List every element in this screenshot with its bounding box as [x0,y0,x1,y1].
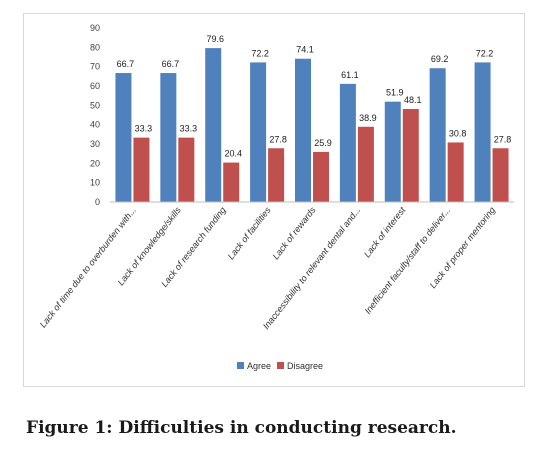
data-label: 48.1 [404,95,422,105]
bar-disagree [447,142,464,202]
bar-agree [429,68,446,202]
y-tick-label: 90 [90,23,100,33]
bar-disagree [313,151,329,202]
y-tick-label: 70 [90,62,100,72]
y-tick-label: 40 [90,120,100,130]
data-label: 25.9 [314,138,332,148]
legend-swatch [237,362,244,369]
data-label: 38.9 [359,113,377,123]
bar-disagree [268,148,285,202]
data-label: 61.1 [341,70,359,80]
category-labels: Lack of time due to overburden with... La… [38,205,497,331]
figure-caption: Figure 1: Difficulties in conducting res… [26,418,457,438]
data-label: 27.8 [494,134,512,144]
bar-chart: 0 10 20 30 40 50 60 70 80 90 66.7 66.7 79.6 72.2 74.1… [38,23,514,371]
bar-disagree [133,137,150,202]
data-label: 72.2 [476,48,494,58]
y-tick-label: 30 [90,139,100,149]
y-tick-label: 50 [90,100,100,110]
category-label: Inefficient faculty/staff to deliver... [363,205,453,316]
y-tick-label: 60 [90,81,100,91]
bar-agree [295,58,311,202]
legend-swatch [277,362,284,369]
data-label: 27.8 [269,134,287,144]
bar-agree [115,73,132,202]
data-label: 33.3 [180,124,198,134]
chart-frame: 0 10 20 30 40 50 60 70 80 90 66.7 66.7 79.6 72.2 74.1… [23,13,525,387]
bar-disagree [223,162,240,202]
bars [115,48,509,203]
bar-disagree [492,148,509,202]
category-label: Lack of facilities [226,205,273,262]
data-labels: 66.7 66.7 79.6 72.2 74.1 61.1 51.9 69.2 72.2 33.3… [117,34,512,158]
data-label: 66.7 [162,59,180,69]
y-axis-ticks: 0 10 20 30 40 50 60 70 80 90 [90,23,100,207]
category-label: Lack of interest [362,205,408,260]
data-label: 33.3 [135,124,153,134]
y-tick-label: 20 [90,158,100,168]
data-label: 20.4 [224,149,242,159]
bar-disagree [402,109,419,202]
bar-agree [339,83,356,202]
bar-agree [384,101,401,202]
category-label: Lack of time due to overburden with... [38,205,138,329]
bar-agree [474,62,491,203]
data-label: 51.9 [386,88,404,98]
y-tick-label: 0 [95,197,100,207]
bar-agree [250,62,267,203]
data-label: 30.8 [449,128,467,138]
data-label: 79.6 [206,34,224,44]
data-label: 72.2 [251,48,269,58]
legend-label: Disagree [287,361,323,371]
data-label: 69.2 [431,54,449,64]
data-label: 74.1 [296,45,314,55]
category-label: Lack of rewards [271,205,318,262]
y-tick-label: 80 [90,42,100,52]
bar-agree [205,48,222,203]
bar-agree [160,73,177,202]
legend: Agree Disagree [237,361,323,371]
y-tick-label: 10 [90,178,100,188]
category-label: Inaccessibility to relevant dental and..… [261,205,363,331]
legend-label: Agree [247,361,271,371]
data-label: 66.7 [117,59,135,69]
bar-disagree [357,126,374,202]
bar-disagree [178,137,195,202]
